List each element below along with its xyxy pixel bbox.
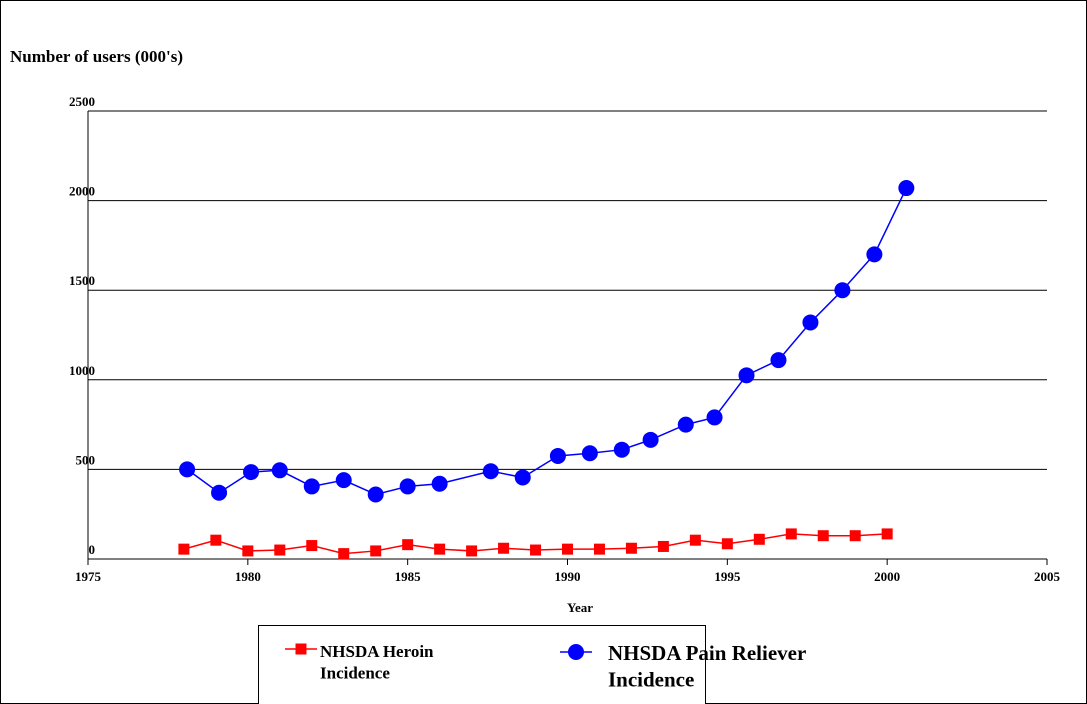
data-point bbox=[466, 545, 478, 557]
data-point bbox=[431, 475, 448, 492]
data-point bbox=[866, 246, 883, 263]
data-point bbox=[178, 543, 190, 555]
data-point bbox=[834, 282, 851, 299]
x-tick-label: 1985 bbox=[395, 569, 422, 584]
data-point bbox=[625, 542, 637, 554]
data-point bbox=[785, 528, 797, 540]
data-point bbox=[562, 543, 573, 555]
data-point bbox=[210, 534, 222, 546]
data-point bbox=[817, 530, 829, 542]
data-point bbox=[514, 469, 531, 486]
data-point bbox=[770, 352, 787, 369]
data-point bbox=[242, 545, 254, 557]
data-point bbox=[399, 478, 416, 495]
data-point bbox=[482, 463, 499, 480]
x-tick-label: 1980 bbox=[235, 569, 261, 584]
data-point bbox=[657, 540, 669, 552]
data-point bbox=[549, 447, 566, 464]
data-point bbox=[434, 543, 446, 555]
data-point bbox=[721, 538, 733, 550]
data-point bbox=[498, 542, 510, 554]
y-axis-label: Number of users (000's) bbox=[10, 47, 183, 66]
x-tick-label: 1995 bbox=[714, 569, 741, 584]
y-tick-label: 2500 bbox=[69, 94, 95, 109]
data-point bbox=[370, 545, 382, 557]
data-point bbox=[303, 478, 320, 495]
y-tick-label: 1500 bbox=[69, 273, 95, 288]
data-point bbox=[642, 431, 659, 448]
legend-marker bbox=[568, 644, 584, 660]
x-tick-label: 1990 bbox=[555, 569, 581, 584]
data-point bbox=[689, 534, 701, 546]
data-point bbox=[243, 464, 260, 481]
data-point bbox=[211, 484, 228, 501]
data-point bbox=[677, 416, 694, 433]
data-point bbox=[271, 462, 288, 479]
legend-label: NHSDA Pain Reliever Incidence bbox=[608, 641, 806, 691]
y-tick-label: 1000 bbox=[69, 363, 95, 378]
legend-marker bbox=[295, 643, 307, 655]
data-point bbox=[402, 539, 414, 551]
data-point bbox=[802, 314, 819, 331]
data-point bbox=[274, 544, 286, 556]
data-point bbox=[738, 367, 755, 384]
data-point bbox=[593, 543, 605, 555]
data-point bbox=[706, 409, 723, 426]
y-tick-label: 0 bbox=[89, 542, 96, 557]
data-point bbox=[530, 544, 542, 556]
x-tick-label: 2005 bbox=[1034, 569, 1061, 584]
data-point bbox=[881, 528, 893, 540]
data-point bbox=[753, 533, 765, 545]
y-tick-label: 500 bbox=[76, 452, 96, 467]
data-point bbox=[581, 445, 598, 462]
data-point bbox=[306, 540, 318, 552]
x-axis-label: Year bbox=[567, 600, 593, 615]
data-point bbox=[335, 472, 352, 489]
y-tick-label: 2000 bbox=[69, 184, 95, 199]
data-point bbox=[367, 486, 384, 503]
x-tick-label: 1975 bbox=[75, 569, 102, 584]
data-point bbox=[179, 461, 196, 478]
data-point bbox=[849, 530, 861, 542]
data-point bbox=[898, 180, 915, 197]
data-point bbox=[338, 548, 350, 560]
legend-label: NHSDA Heroin Incidence bbox=[320, 642, 434, 682]
legend-box bbox=[258, 625, 706, 704]
x-tick-label: 2000 bbox=[874, 569, 900, 584]
data-point bbox=[613, 441, 630, 458]
